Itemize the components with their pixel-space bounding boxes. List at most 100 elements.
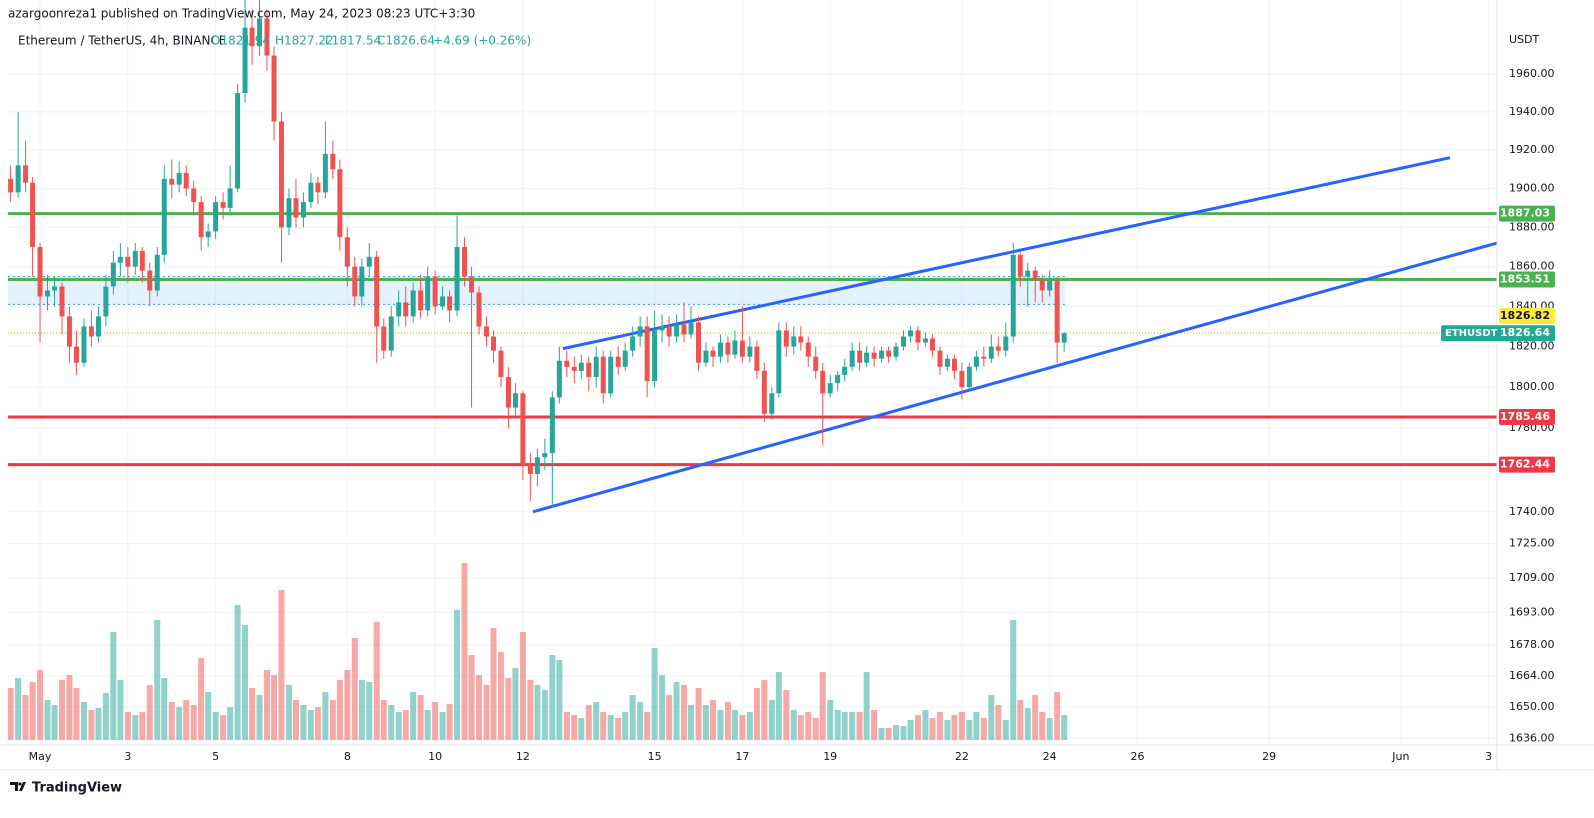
volume-bar — [556, 660, 563, 740]
candle-body — [271, 55, 277, 122]
volume-bar — [132, 715, 139, 740]
x-tick-label: 17 — [735, 750, 749, 763]
volume-bar — [139, 712, 146, 740]
volume-bar — [483, 685, 490, 740]
volume-bar — [951, 715, 958, 740]
candle-body — [783, 330, 789, 347]
volume-bar — [29, 682, 36, 740]
y-tick-label: 1725.00 — [1509, 537, 1555, 550]
volume-bar — [651, 648, 658, 740]
candle-body — [813, 356, 819, 371]
volume-bar — [15, 678, 22, 740]
volume-bar — [849, 712, 856, 740]
candle-body — [995, 346, 1001, 351]
volume-bar — [702, 705, 709, 740]
volume-bar — [366, 682, 373, 740]
x-tick-label: 29 — [1262, 750, 1276, 763]
x-tick-label: 24 — [1043, 750, 1057, 763]
volume-bar — [966, 720, 973, 740]
candle-body — [527, 465, 533, 474]
level-badge — [1499, 271, 1555, 288]
candle-body — [681, 324, 687, 335]
candle-body — [264, 18, 270, 56]
volume-bar — [995, 705, 1002, 740]
volume-bar — [819, 672, 826, 740]
candle-body — [491, 336, 497, 351]
candle-body — [564, 360, 570, 367]
volume-bar — [454, 610, 461, 740]
symbol-title: Ethereum / TetherUS, 4h, BINANCE — [18, 34, 226, 48]
candle-body — [973, 356, 979, 367]
volume-bar — [424, 710, 431, 740]
x-tick-label: 3 — [1485, 750, 1492, 763]
volume-bar — [95, 708, 102, 740]
y-tick-label: 1678.00 — [1509, 638, 1555, 651]
candle-body — [286, 198, 292, 228]
volume-bar — [929, 718, 936, 740]
candle-body — [886, 350, 892, 357]
level-label: 1785.46 — [1500, 410, 1550, 423]
volume-bar — [827, 700, 834, 740]
candle-body — [198, 202, 204, 238]
volume-bar — [731, 710, 738, 740]
candle-body — [366, 256, 372, 267]
candle-body — [498, 350, 504, 377]
volume-bar — [490, 628, 497, 740]
volume-bar — [622, 712, 629, 740]
volume-bar — [439, 712, 446, 740]
y-tick-label: 1940.00 — [1509, 105, 1555, 118]
volume-bar — [117, 680, 124, 740]
volume-bar — [300, 705, 307, 740]
volume-bar — [234, 605, 241, 740]
candle-body — [1039, 280, 1045, 291]
candle-body — [23, 165, 29, 183]
volume-bar — [1017, 700, 1024, 740]
x-tick-label: 19 — [823, 750, 837, 763]
candle-body — [644, 326, 650, 382]
volume-bar — [446, 704, 453, 740]
volume-bar — [761, 680, 768, 740]
volume-bar — [739, 715, 746, 740]
volume-bar — [681, 685, 688, 740]
volume-bar — [900, 726, 907, 740]
candle-body — [666, 326, 672, 337]
candle-body — [791, 336, 797, 347]
volume-bar — [841, 712, 848, 740]
candle-body — [432, 276, 438, 307]
candle-body — [176, 173, 182, 185]
volume-bar — [863, 672, 870, 740]
y-tick-label: 1860.00 — [1509, 260, 1555, 273]
volume-bar — [944, 720, 951, 740]
x-tick-label: 5 — [212, 750, 219, 763]
candle-body — [447, 296, 453, 311]
volume-bar — [637, 702, 644, 740]
volume-bar — [80, 702, 87, 740]
candle-body — [1054, 280, 1060, 343]
candle-body — [827, 383, 833, 394]
volume-bar — [885, 728, 892, 740]
volume-bar — [278, 590, 285, 740]
volume-bar — [249, 688, 256, 740]
y-tick-label: 1920.00 — [1509, 143, 1555, 156]
volume-bar — [373, 622, 380, 740]
candle-body — [344, 237, 350, 267]
candle-body — [469, 276, 475, 293]
candle-body — [315, 182, 321, 193]
volume-bar — [541, 690, 548, 740]
last-price-value: 1826.64 — [1500, 326, 1550, 339]
y-tick-label: 1636.00 — [1509, 731, 1555, 744]
volume-bar — [168, 702, 175, 740]
candle-body — [805, 342, 811, 357]
ohlc-value: O1821.94 — [211, 34, 270, 48]
volume-bar — [1002, 720, 1009, 740]
candle-body — [915, 330, 921, 343]
ohlc-value: +4.69 (+0.26%) — [433, 34, 531, 48]
volume-bar — [307, 710, 314, 740]
volume-bar — [1024, 708, 1031, 740]
volume-bar — [388, 705, 395, 740]
candle-body — [820, 370, 826, 394]
volume-bar — [1061, 715, 1068, 740]
volume-bar — [314, 707, 321, 740]
volume-bar — [958, 712, 965, 740]
volume-bar — [615, 718, 622, 740]
